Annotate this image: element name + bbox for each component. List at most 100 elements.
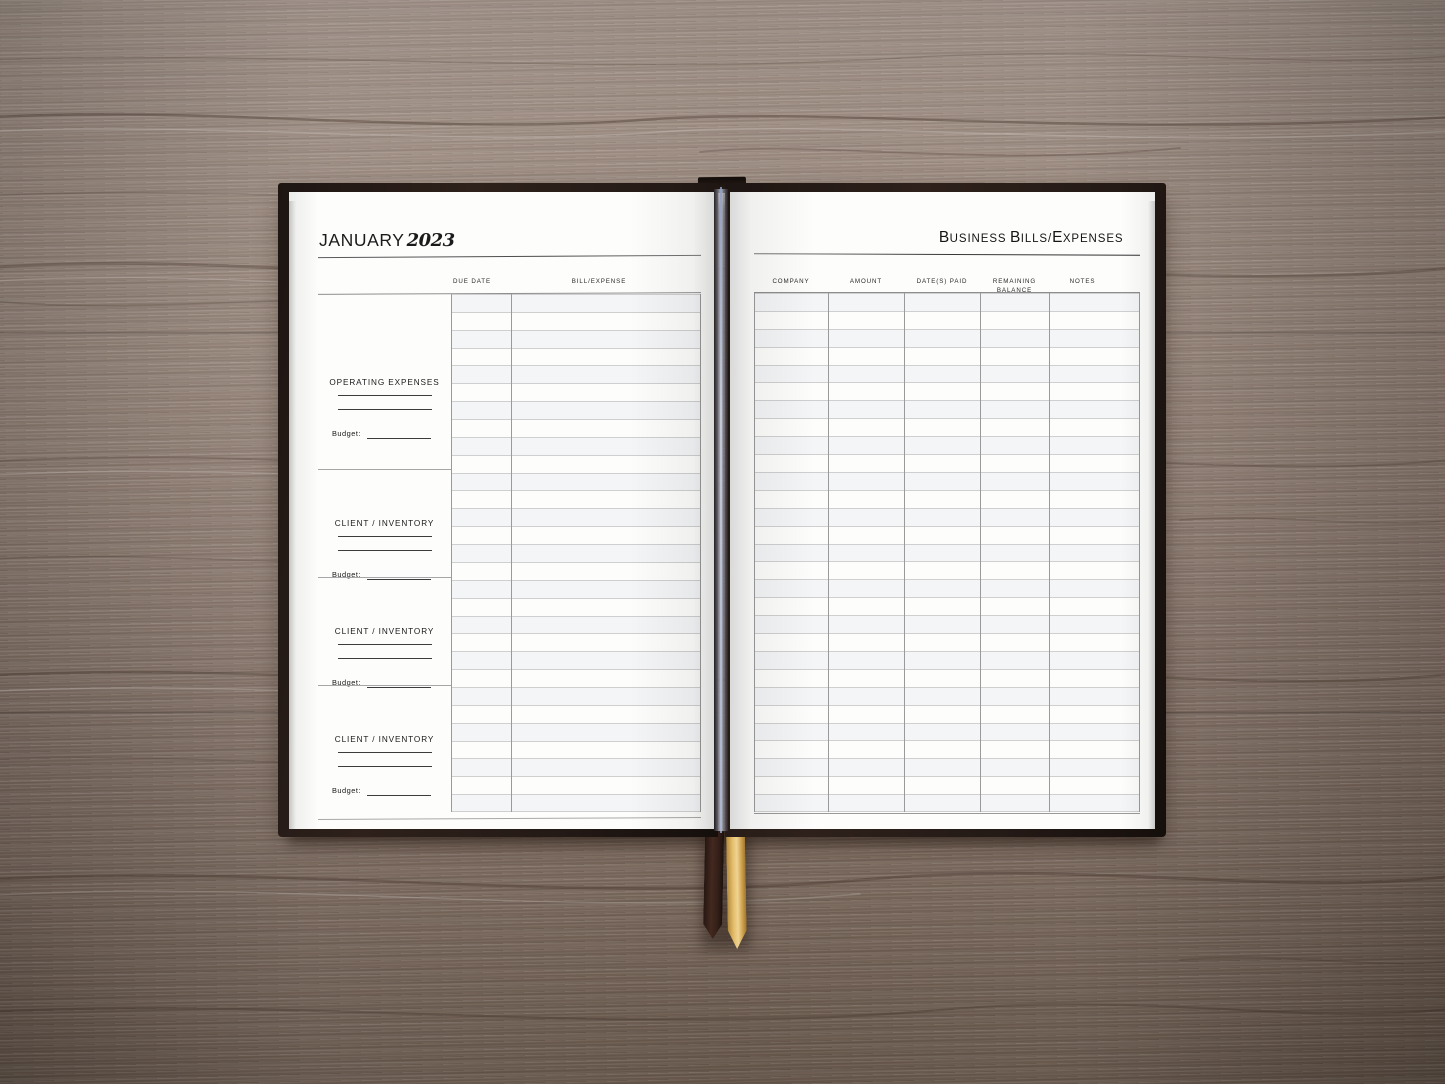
grid-row-line xyxy=(451,348,701,349)
section-write-line[interactable] xyxy=(338,536,432,537)
grid-row-band xyxy=(451,329,701,348)
section-write-line[interactable] xyxy=(338,752,432,753)
grid-row-line xyxy=(754,382,1140,383)
budget-label-client-inventory-3: Budget: xyxy=(332,786,361,795)
grid-row-line xyxy=(754,597,1140,598)
grid-row-line xyxy=(754,508,1140,509)
bookmark-ribbon-gold-icon[interactable] xyxy=(726,831,747,949)
grid-row-band xyxy=(451,436,701,455)
section-label-client-inventory-2: CLIENT / INVENTORY xyxy=(334,627,435,636)
grid-vline-dates-balance xyxy=(980,293,981,812)
column-header-bill-expense: BILL/EXPENSE xyxy=(571,278,627,285)
grid-row-band xyxy=(451,722,701,741)
title-underline-left xyxy=(318,254,701,259)
column-header-remaining-balance-line2: BALANCE xyxy=(996,287,1033,294)
grid-row-line xyxy=(451,651,701,652)
year-label: 2023 xyxy=(406,230,456,251)
grid-row-band xyxy=(451,401,701,420)
grid-row-line xyxy=(754,651,1140,652)
bookmark-ribbon-dark-icon[interactable] xyxy=(703,831,724,939)
grid-row-band xyxy=(754,293,1140,311)
grid-row-line xyxy=(754,723,1140,724)
right-page-bottom-rule xyxy=(754,813,1140,814)
grid-row-line xyxy=(754,740,1140,741)
grid-row-line xyxy=(754,418,1140,419)
grid-row-line xyxy=(754,544,1140,545)
section-write-line[interactable] xyxy=(338,550,432,551)
budget-label-client-inventory-1: Budget: xyxy=(332,570,361,579)
grid-vline-due-date-left xyxy=(451,294,452,812)
open-planner-book[interactable]: JANUARY 2023 DUE DATE BILL/EXPENSE OPERAT… xyxy=(278,176,1166,837)
grid-row-line xyxy=(754,561,1140,562)
grid-row-line xyxy=(754,669,1140,670)
section-write-line[interactable] xyxy=(338,658,432,659)
right-page[interactable]: BUSINESS BILLS/EXPENSES COMPANY AMOUNT D… xyxy=(730,192,1155,829)
grid-row-line xyxy=(451,526,701,527)
right-ruled-grid[interactable] xyxy=(754,293,1140,812)
grid-vline-amount-dates xyxy=(904,293,905,812)
section-divider xyxy=(318,685,451,686)
grid-row-line xyxy=(451,490,701,491)
grid-row-line xyxy=(451,633,701,634)
column-header-amount: AMOUNT xyxy=(849,278,883,285)
section-label-client-inventory-1: CLIENT / INVENTORY xyxy=(334,519,435,528)
column-header-notes: NOTES xyxy=(1069,278,1096,285)
grid-row-line xyxy=(754,615,1140,616)
grid-row-band xyxy=(451,579,701,598)
grid-vline-company-left xyxy=(754,293,755,812)
grid-row-line xyxy=(451,669,701,670)
grid-row-line xyxy=(451,598,701,599)
left-ruled-grid[interactable] xyxy=(451,294,701,812)
section-write-line[interactable] xyxy=(338,766,432,767)
grid-row-line xyxy=(451,562,701,563)
budget-write-line-client-inventory-2[interactable] xyxy=(367,687,431,688)
book-binding-seam xyxy=(720,187,722,833)
grid-row-band xyxy=(451,794,701,812)
grid-row-line xyxy=(754,705,1140,706)
grid-row-band xyxy=(754,471,1140,490)
grid-row-line xyxy=(754,794,1140,795)
budget-label-client-inventory-2: Budget: xyxy=(332,678,361,687)
grid-vline-due-date-right xyxy=(511,294,512,812)
grid-row-band xyxy=(754,615,1140,634)
grid-row-band xyxy=(451,544,701,562)
grid-row-line xyxy=(451,294,701,295)
grid-row-line xyxy=(451,437,701,438)
grid-row-line xyxy=(451,705,701,706)
left-page-edge-shadow xyxy=(289,201,296,829)
grid-row-line xyxy=(754,365,1140,366)
grid-row-band xyxy=(451,615,701,634)
grid-vline-company-amount xyxy=(828,293,829,812)
grid-top-border-right xyxy=(754,292,1140,293)
grid-row-line xyxy=(754,436,1140,437)
section-write-line[interactable] xyxy=(338,644,432,645)
section-label-client-inventory-3: CLIENT / INVENTORY xyxy=(334,735,435,744)
grid-row-band xyxy=(754,686,1140,705)
section-divider xyxy=(318,577,451,578)
grid-row-band xyxy=(754,364,1140,383)
budget-write-line-client-inventory-1[interactable] xyxy=(367,579,431,580)
budget-write-line-operating-expenses[interactable] xyxy=(367,438,431,439)
title-initial-cap: B xyxy=(938,229,950,246)
grid-row-line xyxy=(754,526,1140,527)
grid-row-band xyxy=(451,365,701,384)
section-write-line[interactable] xyxy=(338,409,432,410)
grid-row-band xyxy=(754,543,1140,562)
column-header-company: COMPANY xyxy=(772,278,810,285)
budget-label-operating-expenses: Budget: xyxy=(332,429,361,438)
grid-row-line xyxy=(451,401,701,402)
left-page[interactable]: JANUARY 2023 DUE DATE BILL/EXPENSE OPERAT… xyxy=(289,192,714,829)
grid-row-line xyxy=(451,616,701,617)
grid-row-line xyxy=(451,473,701,474)
budget-write-line-client-inventory-3[interactable] xyxy=(367,795,431,796)
grid-row-band xyxy=(754,436,1140,455)
grid-row-line xyxy=(754,633,1140,634)
grid-row-line xyxy=(451,580,701,581)
grid-row-band xyxy=(754,758,1140,777)
grid-row-band xyxy=(451,758,701,777)
page-title-left: JANUARY 2023 xyxy=(319,230,455,251)
grid-row-line xyxy=(754,758,1140,759)
section-write-line[interactable] xyxy=(338,395,432,396)
grid-row-line xyxy=(451,365,701,366)
